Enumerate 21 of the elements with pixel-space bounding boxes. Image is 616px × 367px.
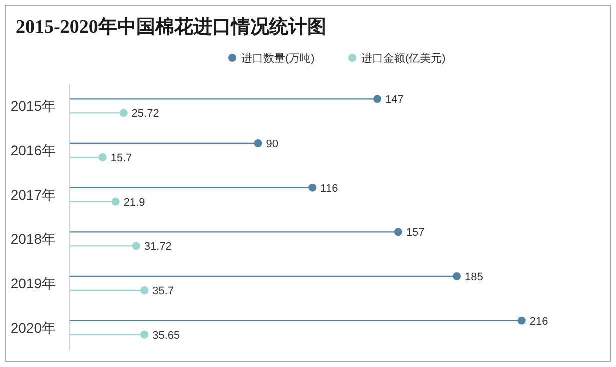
- data-label: 157: [406, 227, 425, 240]
- chart-title: 2015-2020年中国棉花进口情况统计图: [16, 16, 326, 38]
- data-label: 90: [266, 138, 279, 150]
- y-tick-label: 2019年: [10, 276, 56, 292]
- data-label: 35.65: [152, 330, 180, 342]
- data-label: 31.72: [144, 241, 172, 254]
- data-label: 216: [530, 316, 548, 328]
- data-label: 25.72: [132, 108, 160, 120]
- data-label: 147: [386, 94, 404, 106]
- y-tick-label: 2018年: [10, 231, 56, 248]
- y-tick-label: 2016年: [10, 142, 56, 158]
- legend-label: 进口数量(万吨): [242, 52, 315, 65]
- data-label: 116: [320, 182, 338, 195]
- legend-label: 进口金额(亿美元): [362, 52, 446, 65]
- data-label: 21.9: [124, 196, 146, 209]
- data-label: 15.7: [110, 152, 132, 164]
- data-label: 35.7: [152, 286, 174, 298]
- y-tick-label: 2017年: [10, 186, 56, 203]
- data-label: 185: [465, 272, 484, 284]
- y-tick-label: 2020年: [10, 320, 56, 336]
- y-tick-label: 2015年: [10, 98, 56, 114]
